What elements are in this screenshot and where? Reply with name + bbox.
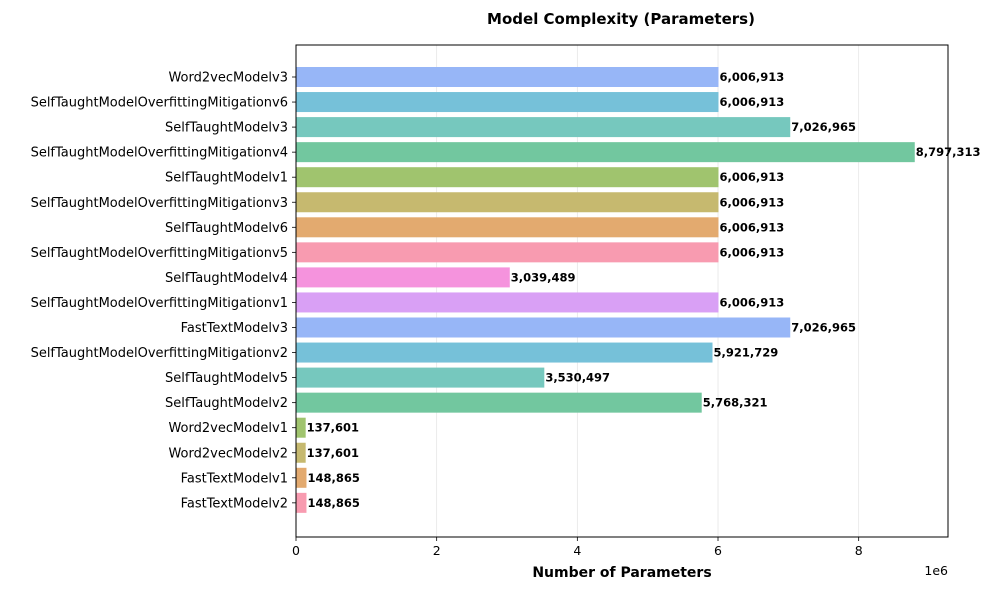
- y-tick-label: SelfTaughtModelOverfittingMitigationv6: [31, 96, 288, 111]
- y-tick-label: SelfTaughtModelv5: [165, 371, 288, 386]
- bar: [296, 267, 510, 288]
- y-tick-label: SelfTaughtModelOverfittingMitigationv3: [31, 196, 288, 211]
- chart-title: Model Complexity (Parameters): [487, 10, 755, 28]
- data-label: 148,865: [307, 471, 359, 485]
- data-label: 137,601: [307, 446, 359, 460]
- bar: [296, 442, 306, 463]
- data-label: 6,006,913: [719, 70, 784, 84]
- bar: [296, 142, 915, 163]
- data-label: 7,026,965: [791, 321, 856, 335]
- bar: [296, 92, 719, 113]
- data-label: 3,039,489: [511, 270, 576, 284]
- bar: [296, 492, 307, 513]
- y-tick-label: SelfTaughtModelOverfittingMitigationv5: [31, 246, 288, 261]
- y-tick-label: SelfTaughtModelv4: [165, 271, 288, 286]
- bar: [296, 242, 719, 263]
- bar: [296, 217, 719, 238]
- bar: [296, 192, 719, 213]
- y-tick-label: FastTextModelv1: [181, 471, 288, 486]
- y-axis: Word2vecModelv3 SelfTaughtModelOverfittin…: [31, 71, 296, 511]
- data-label: 7,026,965: [791, 120, 856, 134]
- y-tick-label: SelfTaughtModelv1: [165, 171, 288, 186]
- bar: [296, 67, 719, 87]
- data-label: 6,006,913: [719, 195, 784, 209]
- y-tick-label: Word2vecModelv2: [168, 446, 288, 461]
- bar: [296, 292, 719, 313]
- x-axis-offset-label: 1e6: [924, 563, 948, 578]
- bar: [296, 342, 713, 363]
- bars: [296, 67, 915, 513]
- y-tick-label: SelfTaughtModelOverfittingMitigationv4: [31, 146, 288, 161]
- bar: [296, 392, 702, 413]
- y-tick-label: FastTextModelv3: [181, 321, 288, 336]
- x-tick-label: 8: [855, 543, 863, 558]
- data-label: 3,530,497: [545, 371, 610, 385]
- y-tick-label: Word2vecModelv1: [168, 421, 288, 436]
- y-tick-label: SelfTaughtModelOverfittingMitigationv1: [31, 296, 288, 311]
- x-tick-label: 4: [573, 543, 581, 558]
- data-label: 6,006,913: [719, 220, 784, 234]
- y-tick-label: SelfTaughtModelv6: [165, 221, 288, 236]
- y-tick-label: FastTextModelv2: [181, 496, 288, 511]
- data-label: 6,006,913: [719, 245, 784, 259]
- plot-area-frame: [295, 44, 949, 538]
- bar: [296, 167, 719, 188]
- data-label: 5,768,321: [703, 396, 768, 410]
- x-axis-label: Number of Parameters: [532, 565, 711, 581]
- bar: [296, 367, 545, 388]
- bar: [296, 417, 306, 438]
- x-tick-label: 0: [292, 543, 300, 558]
- data-label: 137,601: [307, 421, 359, 435]
- y-tick-label: SelfTaughtModelOverfittingMitigationv2: [31, 346, 288, 361]
- y-tick-label: Word2vecModelv3: [168, 71, 288, 86]
- y-tick-label: SelfTaughtModelv2: [165, 396, 288, 411]
- data-label: 148,865: [307, 496, 359, 510]
- y-tick-label: SelfTaughtModelv3: [165, 121, 288, 136]
- x-tick-label: 6: [714, 543, 722, 558]
- data-label: 6,006,913: [719, 295, 784, 309]
- data-label: 6,006,913: [719, 95, 784, 109]
- bar: [296, 117, 791, 138]
- x-axis: 0 2 4 6 8: [292, 537, 863, 558]
- data-label: 6,006,913: [719, 170, 784, 184]
- bar: [296, 317, 791, 338]
- x-tick-label: 2: [433, 543, 441, 558]
- data-labels: 6,006,9136,006,9137,026,9658,797,3136,00…: [307, 70, 981, 510]
- data-label: 5,921,729: [714, 346, 779, 360]
- bar: [296, 467, 307, 488]
